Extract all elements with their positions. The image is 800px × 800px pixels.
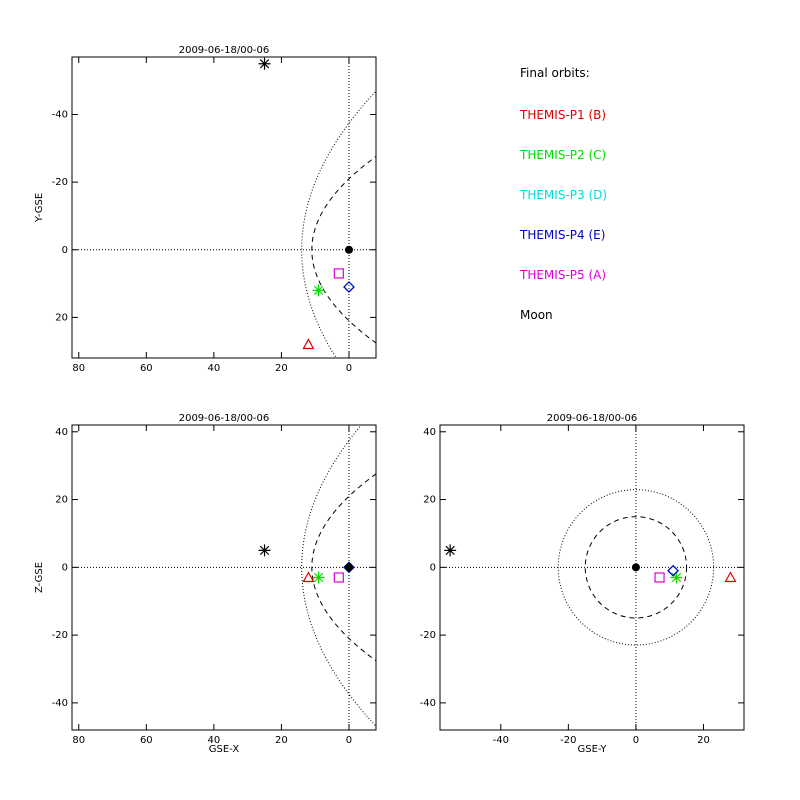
x-tick-label: -40 xyxy=(493,735,509,746)
marker-THEMIS-P2 (C) xyxy=(312,284,325,297)
x-tick-label: 20 xyxy=(275,363,288,374)
y-tick-label: -20 xyxy=(52,177,68,188)
legend-item: THEMIS-P2 (C) xyxy=(520,148,607,162)
marker-Earth xyxy=(344,245,353,254)
panel-3: -40 -20 0 20 -40 -20 0 20 40 2009-06-18/00-06 GSE-… xyxy=(420,413,745,755)
magnetopause-curve xyxy=(311,473,376,662)
plot-frame xyxy=(71,424,377,731)
x-axis-label: GSE-X xyxy=(209,744,240,755)
legend-item: THEMIS-P3 (D) xyxy=(520,188,608,202)
marker-THEMIS-P1 (B) xyxy=(302,338,315,350)
marker-Moon xyxy=(444,544,457,557)
panel-title: 2009-06-18/00-06 xyxy=(547,413,638,424)
y-tick-label: 0 xyxy=(62,562,68,573)
magnetopause-curve xyxy=(311,155,376,344)
marker-THEMIS-P5 (A) xyxy=(333,572,344,583)
bow-shock-curve xyxy=(301,425,376,728)
x-tick-label: 80 xyxy=(72,363,85,374)
x-tick-label: 60 xyxy=(140,363,153,374)
bow-shock-curve xyxy=(301,90,376,358)
marker-Moon xyxy=(258,57,271,70)
x-axis-label: GSE-Y xyxy=(578,744,608,755)
plot-area xyxy=(72,425,376,730)
marker-THEMIS-P4 (E) xyxy=(667,564,679,577)
legend-item: Moon xyxy=(520,308,553,322)
x-tick-label: 40 xyxy=(207,363,220,374)
y-tick-label: -40 xyxy=(52,698,68,709)
plot-frame xyxy=(439,424,745,731)
magnetopause-circle xyxy=(584,516,688,619)
marker-THEMIS-P2 (C) xyxy=(312,571,325,584)
y-tick-label: 40 xyxy=(55,427,68,438)
y-tick-label: 0 xyxy=(62,245,68,256)
y-tick-label: 40 xyxy=(423,427,436,438)
x-tick-label: 0 xyxy=(346,363,352,374)
y-tick-label: 20 xyxy=(423,495,436,506)
marker-Earth xyxy=(631,563,640,572)
y-tick-label: -20 xyxy=(52,630,68,641)
x-tick-label: 0 xyxy=(346,735,352,746)
legend-title: Final orbits: xyxy=(520,66,590,80)
x-tick-label: 80 xyxy=(72,735,85,746)
x-tick-label: 60 xyxy=(140,735,153,746)
y-tick-label: 0 xyxy=(430,562,436,573)
bow-shock-circle xyxy=(557,489,715,646)
x-tick-label: 20 xyxy=(275,735,288,746)
panel-title: 2009-06-18/00-06 xyxy=(179,413,270,424)
marker-THEMIS-P4 (E) xyxy=(343,281,355,293)
plot-area xyxy=(440,425,744,730)
marker-THEMIS-P5 (A) xyxy=(333,268,344,279)
plot-area xyxy=(72,57,376,358)
legend-item: THEMIS-P4 (E) xyxy=(520,228,606,242)
x-tick-label: 20 xyxy=(697,735,710,746)
y-tick-label: -20 xyxy=(420,630,436,641)
plot-frame xyxy=(71,56,377,359)
marker-THEMIS-P1 (B) xyxy=(724,571,737,583)
marker-Earth xyxy=(344,563,353,572)
y-tick-label: -40 xyxy=(52,109,68,120)
marker-THEMIS-P3 (D) xyxy=(343,281,355,293)
y-tick-label: -40 xyxy=(420,698,436,709)
y-tick-label: 20 xyxy=(55,495,68,506)
panel-1: 80 60 40 20 0 -40 -20 0 20 2009-06-18/00-06 Y-GSE xyxy=(34,45,377,374)
x-tick-label: 40 xyxy=(207,735,220,746)
y-tick-label: 20 xyxy=(55,312,68,323)
x-tick-label: -20 xyxy=(560,735,576,746)
y-axis-label: Z-GSE xyxy=(34,562,45,593)
x-tick-label: 0 xyxy=(633,735,639,746)
y-axis-label: Y-GSE xyxy=(34,193,45,223)
legend-item: THEMIS-P5 (A) xyxy=(520,268,607,282)
marker-THEMIS-P5 (A) xyxy=(654,572,665,583)
panel-2: 80 60 40 20 0 -40 -20 0 20 40 2009-06-18/00-06 GSE-… xyxy=(34,413,377,755)
marker-THEMIS-P2 (C) xyxy=(670,571,683,584)
marker-THEMIS-P1 (B) xyxy=(302,571,315,583)
marker-Moon xyxy=(258,544,271,557)
legend-item: THEMIS-P1 (B) xyxy=(520,108,607,122)
panel-title: 2009-06-18/00-06 xyxy=(179,45,270,56)
